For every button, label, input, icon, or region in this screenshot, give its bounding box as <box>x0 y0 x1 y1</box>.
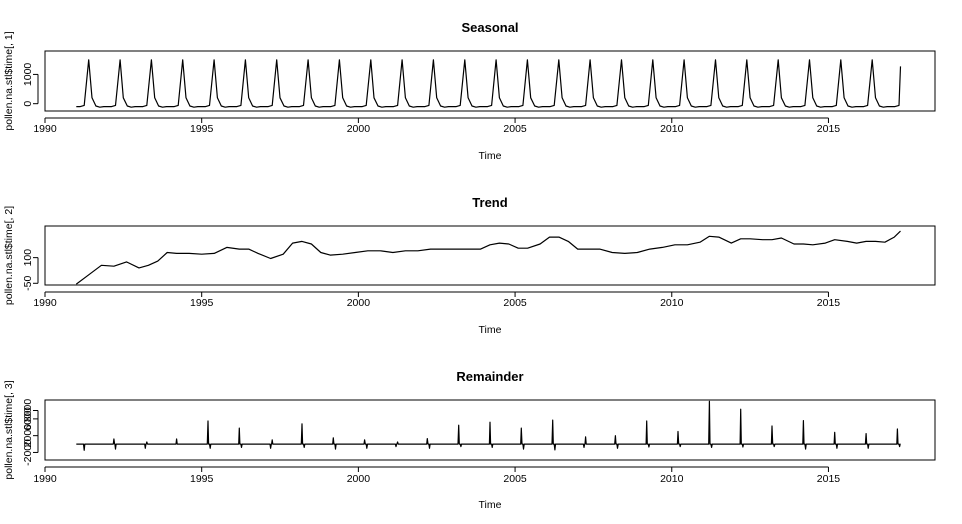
x-tick-label: 1990 <box>33 123 57 135</box>
x-tick-label: 1995 <box>190 473 214 485</box>
series-line <box>76 400 901 451</box>
y-tick-label: 100 <box>22 249 34 267</box>
y-tick-label: 0 <box>22 101 34 107</box>
x-tick-label: 2005 <box>503 473 527 485</box>
x-tick-label: 1990 <box>33 297 57 309</box>
plot-frame <box>44 399 936 461</box>
y-axis-label: pollen.na.stl$time[, 1] <box>3 31 15 130</box>
y-axis-label: pollen.na.stl$time[, 2] <box>3 206 15 305</box>
y-tick-label: 8000 <box>22 399 34 423</box>
y-tick-label: 2000 <box>22 424 34 448</box>
panel-title: Remainder <box>456 369 523 384</box>
x-tick-label: 1995 <box>190 297 214 309</box>
x-tick-label: 2010 <box>660 473 684 485</box>
y-tick-label: -2000 <box>22 439 34 466</box>
x-tick-label: 2010 <box>660 297 684 309</box>
series-line <box>76 59 902 108</box>
y-tick-label: 6000 <box>22 407 34 431</box>
panel-title: Trend <box>472 195 507 210</box>
x-tick-label: 1995 <box>190 123 214 135</box>
x-axis-label: Time <box>479 499 502 511</box>
panel-seasonal: Seasonal 1990 1995 2000 2005 2010 2015 Time 0 100… <box>3 20 936 162</box>
x-axis-label: Time <box>479 324 502 336</box>
x-axis-label: Time <box>479 150 502 162</box>
series-line <box>75 230 901 285</box>
x-tick-label: 2000 <box>347 297 371 309</box>
x-tick-label: 2000 <box>347 473 371 485</box>
x-tick-label: 2010 <box>660 123 684 135</box>
x-tick-label: 2000 <box>347 123 371 135</box>
x-tick-label: 2005 <box>503 297 527 309</box>
panel-trend: Trend 1990 1995 2000 2005 2010 2015 Time -50 100 p… <box>3 195 936 336</box>
plot-frame <box>44 225 936 286</box>
panel-title: Seasonal <box>461 20 518 35</box>
panel-remainder: Remainder 1990 1995 2000 2005 2010 2015 Time -20… <box>3 369 936 511</box>
x-tick-label: 2015 <box>817 297 841 309</box>
x-tick-label: 2015 <box>817 123 841 135</box>
x-tick-label: 2005 <box>503 123 527 135</box>
y-axis-label: pollen.na.stl$time[, 3] <box>3 380 15 479</box>
y-tick-label: 1000 <box>22 63 34 87</box>
x-tick-label: 2015 <box>817 473 841 485</box>
plot-frame <box>44 50 936 112</box>
x-tick-label: 1990 <box>33 473 57 485</box>
y-tick-label: -50 <box>22 276 34 291</box>
